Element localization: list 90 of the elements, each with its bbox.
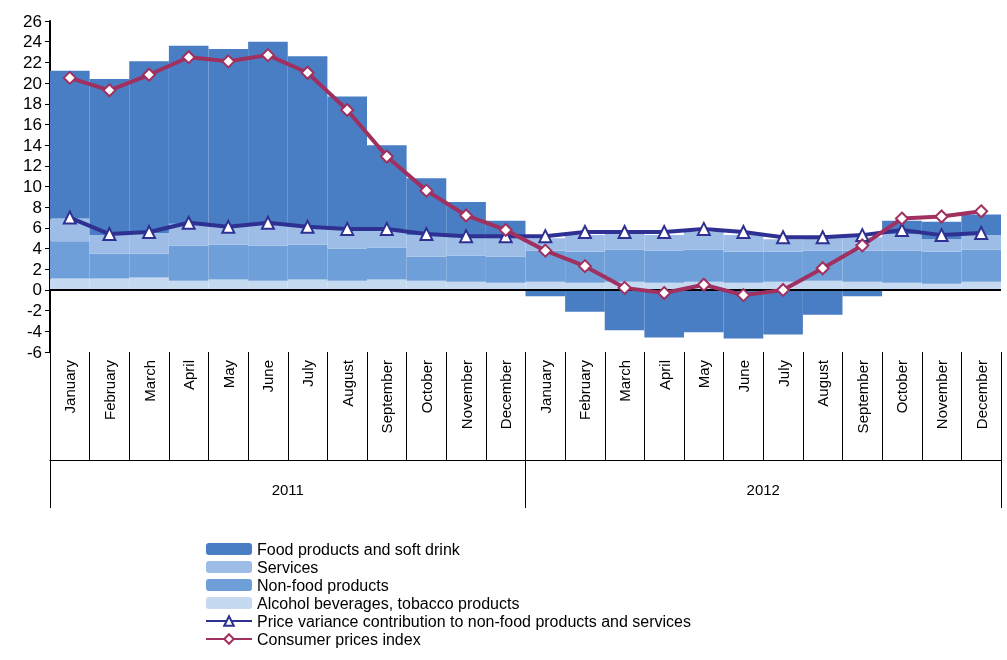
point: [142, 67, 157, 82]
y-tick-label: 16: [23, 114, 42, 134]
x-tick-label: December: [497, 360, 515, 430]
y-tick-label: -4: [26, 321, 42, 341]
x-tick-label: August: [814, 359, 832, 407]
y-tick-label: 22: [23, 52, 42, 72]
x-tick-label: June: [259, 360, 277, 393]
y-tick-label: 8: [32, 197, 42, 217]
x-tick-label: August: [338, 359, 356, 407]
point: [657, 286, 672, 301]
x-tick-label: November: [933, 360, 951, 430]
point: [62, 210, 77, 225]
x-tick-label: February: [100, 359, 118, 421]
point: [260, 215, 275, 230]
point: [379, 149, 394, 164]
y-tick-label: 18: [23, 94, 42, 114]
y-tick-label: -2: [26, 301, 42, 321]
point: [102, 83, 117, 98]
point: [340, 221, 355, 236]
y-tick-label: 0: [32, 280, 42, 300]
x-tick-label: September: [378, 360, 396, 434]
x-tick-label: March: [616, 360, 634, 402]
x-tick-label: December: [972, 360, 990, 430]
point: [894, 222, 909, 237]
point: [934, 209, 949, 224]
point: [538, 229, 553, 244]
point: [459, 229, 474, 244]
x-tick-label: January: [61, 359, 79, 414]
point: [736, 225, 751, 240]
point: [974, 226, 989, 241]
x-tick-label: March: [140, 360, 158, 402]
point: [657, 225, 672, 240]
legend-label: Services: [257, 558, 319, 576]
legend-label: Food products and soft drink: [257, 540, 461, 558]
x-tick-label: May: [695, 359, 713, 389]
point: [696, 221, 711, 236]
y-tick-label: 12: [23, 156, 42, 176]
point: [577, 225, 592, 240]
legend-label: Price variance contribution to non-food products and services: [257, 612, 692, 630]
x-tick-label: October: [893, 360, 911, 414]
x-tick-label: November: [457, 360, 475, 430]
point: [379, 221, 394, 236]
point: [419, 183, 434, 198]
point: [221, 219, 236, 234]
point: [181, 50, 196, 65]
point: [974, 204, 989, 219]
legend-label: Alcohol beverages, tobacco products: [257, 594, 520, 612]
legend-label: Consumer prices index: [257, 630, 421, 648]
y-tick-label: -6: [26, 342, 42, 362]
point: [894, 211, 909, 226]
point: [102, 227, 117, 242]
legend-label: Non-food products: [257, 576, 389, 594]
y-tick-label: 26: [23, 11, 42, 31]
point: [221, 54, 236, 69]
point: [62, 70, 77, 85]
point: [696, 277, 711, 292]
point: [300, 65, 315, 80]
y-tick-label: 6: [32, 218, 42, 238]
y-tick-label: 10: [23, 177, 42, 196]
x-tick-label: September: [853, 360, 871, 434]
point: [855, 238, 870, 253]
point: [736, 288, 751, 303]
point: [300, 219, 315, 234]
point: [776, 282, 791, 297]
y-tick-label: 2: [32, 259, 42, 279]
point: [815, 230, 830, 245]
point: [181, 215, 196, 230]
point: [617, 280, 632, 295]
x-tick-label: October: [417, 360, 435, 414]
y-tick-label: 24: [23, 32, 42, 52]
point: [419, 227, 434, 242]
point: [260, 48, 275, 63]
x-tick-label: February: [576, 359, 594, 421]
y-tick-label: 14: [23, 135, 42, 155]
point: [340, 102, 355, 117]
text: 2012: [746, 481, 780, 498]
point: [538, 243, 553, 258]
y-tick-label: 4: [32, 239, 42, 259]
x-tick-label: July: [774, 359, 792, 387]
x-tick-label: July: [299, 359, 317, 387]
x-tick-label: May: [219, 359, 237, 389]
text: 2011: [271, 481, 304, 498]
point: [142, 225, 157, 240]
x-tick-label: January: [536, 359, 554, 414]
point: [776, 230, 791, 245]
x-tick-label: June: [734, 360, 752, 393]
x-tick-label: April: [180, 360, 198, 391]
point: [617, 225, 632, 240]
y-tick-label: 20: [23, 73, 42, 93]
x-tick-label: April: [655, 360, 673, 391]
